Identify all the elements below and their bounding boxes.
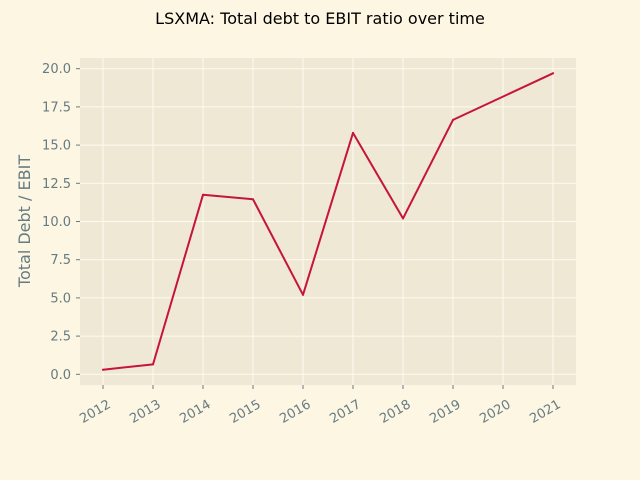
data-point	[452, 118, 454, 121]
y-tick-label: 15.0	[42, 139, 71, 154]
y-tick-label: 5.0	[50, 291, 71, 306]
y-tick-label: 10.0	[42, 215, 71, 230]
y-axis: 0.0 2.5 5.0 7.5 10.0 12.5 15.0 17.5 20.0	[42, 62, 80, 383]
y-tick-label: 20.0	[42, 62, 71, 77]
data-point	[152, 363, 154, 366]
data-point	[552, 72, 554, 75]
chart-title: LSXMA: Total debt to EBIT ratio over tim…	[155, 9, 485, 28]
y-tick-label: 12.5	[42, 177, 71, 192]
y-tick-label: 2.5	[50, 330, 71, 345]
grid	[80, 58, 576, 385]
data-point	[352, 131, 354, 134]
y-tick-label: 17.5	[42, 100, 71, 115]
data-point	[252, 198, 254, 201]
series-layer	[102, 72, 554, 371]
data-point	[202, 193, 204, 196]
data-point	[302, 293, 304, 296]
y-tick-label: 0.0	[50, 368, 71, 383]
y-axis-label: Total Debt / EBIT	[15, 155, 34, 288]
y-tick-label: 7.5	[50, 253, 71, 268]
data-point	[402, 217, 404, 220]
data-point	[102, 368, 104, 371]
